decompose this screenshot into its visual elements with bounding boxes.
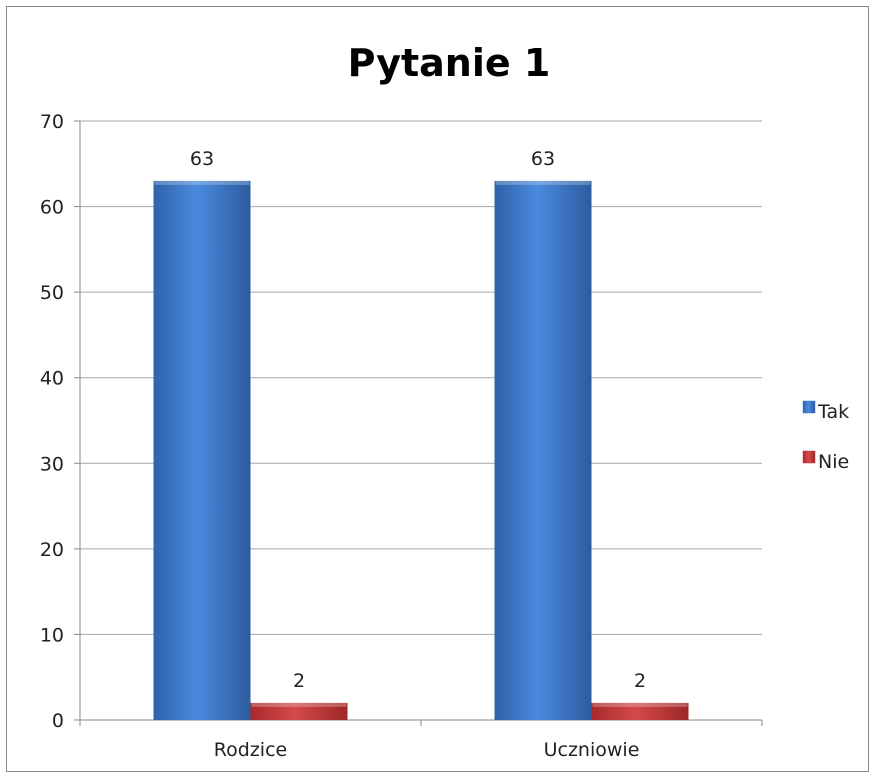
y-axis-ticks: 0 10 20 30 40 50 60 70 [40, 111, 81, 732]
y-tick-label: 10 [40, 624, 64, 646]
bar-nie-rodzice [250, 702, 348, 720]
bar-highlight [154, 180, 250, 185]
data-labels: 63 2 63 2 [190, 148, 646, 692]
chart-frame [6, 6, 869, 772]
chart-title: Pytanie 1 [348, 41, 551, 85]
y-tick-label: 20 [40, 539, 64, 561]
legend: Tak Nie [802, 400, 849, 473]
bar-nie-uczniowie [591, 702, 689, 720]
bar-highlight [251, 702, 347, 707]
y-tick-label: 70 [40, 111, 64, 133]
x-category-label: Uczniowie [544, 739, 640, 761]
y-tick-label: 40 [40, 368, 64, 390]
bar-highlight [592, 702, 688, 707]
bar-tak-rodzice [153, 180, 251, 720]
y-tick-label: 0 [52, 710, 64, 732]
data-label: 2 [634, 670, 646, 692]
data-label: 63 [190, 148, 214, 170]
legend-swatch-nie [802, 450, 816, 464]
y-tick-label: 50 [40, 282, 64, 304]
legend-swatch-tak [802, 400, 816, 414]
bars [153, 180, 689, 720]
data-label: 2 [293, 670, 305, 692]
x-category-label: Rodzice [214, 739, 287, 761]
y-tick-label: 30 [40, 453, 64, 475]
data-label: 63 [531, 148, 555, 170]
legend-label-nie: Nie [818, 451, 849, 473]
bar-tak-uczniowie [494, 180, 592, 720]
x-axis-categories: Rodzice Uczniowie [79, 720, 763, 761]
y-tick-label: 60 [40, 197, 64, 219]
legend-label-tak: Tak [817, 401, 849, 423]
bar-highlight [495, 180, 591, 185]
